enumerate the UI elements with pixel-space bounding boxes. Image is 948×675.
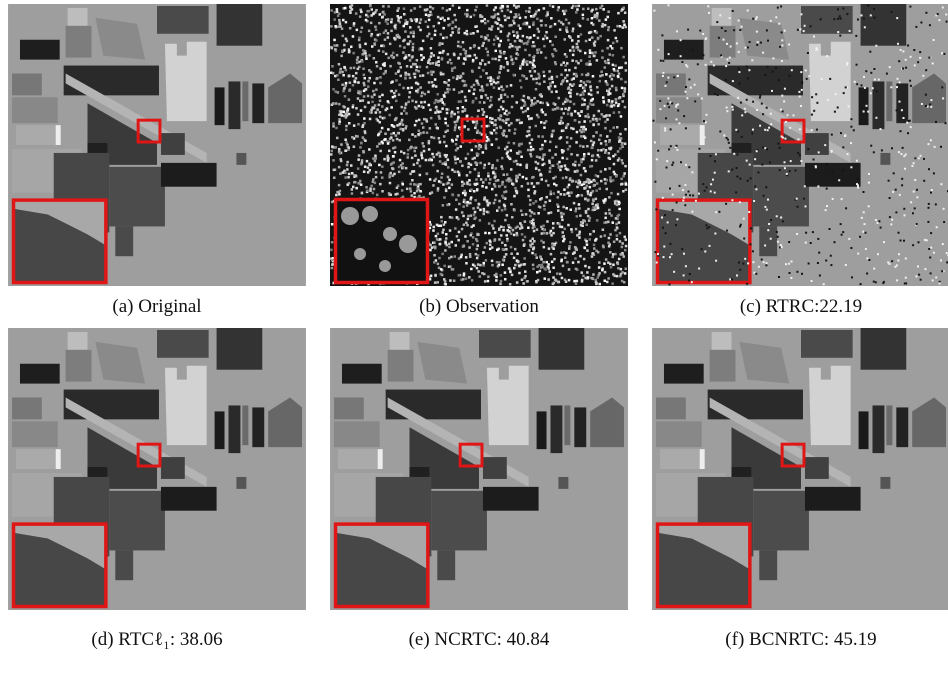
image-panel: [330, 4, 628, 286]
caption: (a) Original: [112, 296, 201, 317]
image-panel: [8, 328, 306, 610]
caption: (e) NCRTC: 40.84: [409, 629, 550, 650]
caption: (c) RTRC:22.19: [740, 296, 862, 317]
image-panel: [8, 4, 306, 286]
caption: (d) RTCℓ₁: 38.06: [91, 629, 222, 650]
image-panel: [652, 4, 948, 286]
figure: (a) Original (b) Observation (c) RTRC:22.1…: [0, 0, 948, 675]
caption: (f) BCNRTC: 45.19: [725, 629, 876, 650]
caption: (b) Observation: [419, 296, 539, 317]
image-panel: [330, 328, 628, 610]
image-panel: [652, 328, 948, 610]
